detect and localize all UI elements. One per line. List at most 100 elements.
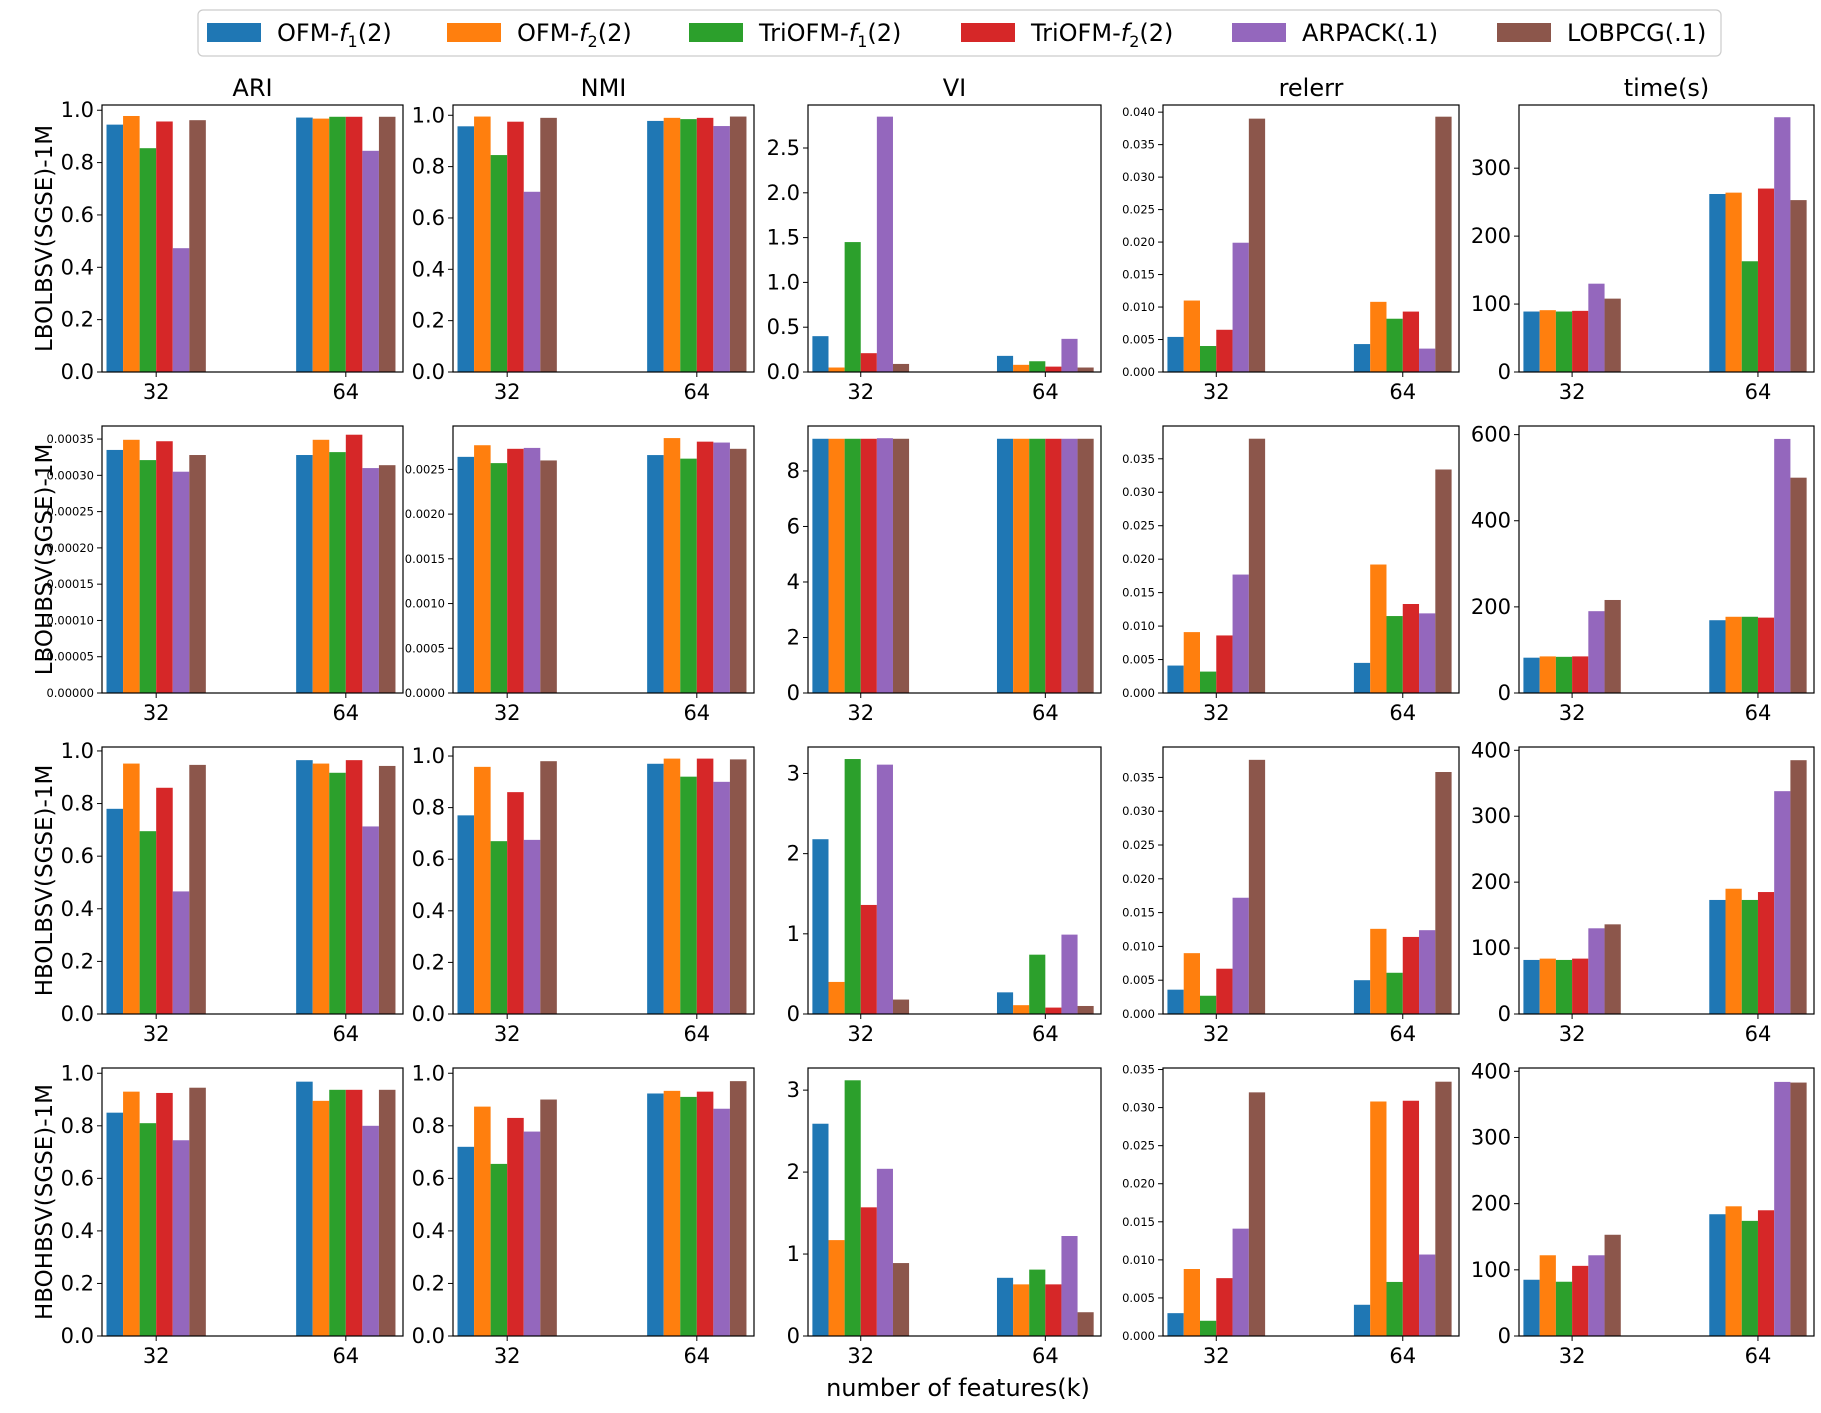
bar-triofm-f1-k32 (490, 463, 508, 693)
bar-ofm-f2-k64 (312, 118, 330, 372)
bar-ofm-f1-k32 (457, 126, 475, 372)
panel-lbolbsv-sgse-1m-ari: 0.0 0.2 0.4 0.6 0.8 1.0 32 64 (61, 98, 404, 404)
bar-ofm-f2-k32 (1183, 953, 1200, 1014)
y-tick-label: 0.0 (61, 1002, 94, 1026)
x-tick-label: 32 (143, 1022, 170, 1046)
bar-arpack-k64 (713, 1108, 730, 1336)
bar-triofm-f2-k32 (507, 121, 524, 372)
panel-hbohbsv-sgse-1m-vi: 0 1 2 3 32 64 (787, 1067, 1102, 1368)
axis-frame (452, 746, 755, 1015)
y-tick-label: 0.0015 (405, 552, 445, 566)
y-tick-label: 0.0025 (405, 462, 445, 476)
bar-arpack-k32 (876, 764, 893, 1014)
bar-triofm-f2-k32 (1572, 1265, 1589, 1336)
bar-triofm-f1-k32 (844, 438, 861, 693)
row-label-hbolbsv-sgse-1m: HBOLBSV(SGSE)-1M (32, 765, 58, 997)
y-tick-label: 1.0 (61, 739, 94, 763)
y-tick-label: 0 (1498, 1324, 1511, 1348)
bar-ofm-f2-k64 (663, 758, 681, 1014)
bar-arpack-k32 (172, 471, 190, 693)
x-tick-label: 64 (1032, 1344, 1059, 1368)
bar-arpack-k32 (523, 839, 541, 1014)
x-tick-label: 32 (1203, 701, 1230, 725)
bar-triofm-f1-k64 (1741, 261, 1758, 372)
bar-triofm-f1-k64 (329, 1089, 346, 1336)
bar-triofm-f2-k64 (1045, 438, 1062, 693)
y-tick-label: 0 (787, 1324, 800, 1348)
bar-ofm-f1-k64 (996, 355, 1014, 372)
bar-lobpcg-k64 (1790, 477, 1807, 693)
bar-arpack-k32 (1232, 242, 1249, 372)
bar-triofm-f2-k32 (860, 438, 877, 693)
y-tick-label: 1.0 (767, 270, 800, 294)
bar-ofm-f1-k32 (457, 1146, 475, 1336)
y-tick-label: 0.010 (1122, 1253, 1155, 1267)
legend-item-triofm-f1: TriOFM-f1(2) (689, 19, 901, 51)
panel-lbolbsv-sgse-1m-vi: 0.0 0.5 1.0 1.5 2.0 2.5 32 64 (767, 104, 1102, 404)
x-tick-label: 64 (1745, 380, 1772, 404)
panel-hbolbsv-sgse-1m-nmi: 0.0 0.2 0.4 0.6 0.8 1.0 32 64 (412, 744, 755, 1046)
bar-triofm-f1-k32 (1200, 346, 1217, 372)
legend-swatch (1497, 23, 1551, 42)
bar-ofm-f2-k32 (1539, 310, 1556, 372)
y-tick-label: 0.0 (412, 1002, 445, 1026)
panel-hbohbsv-sgse-1m-relerr: 0.000 0.005 0.010 0.015 0.020 0.025 0.030 0.035… (1122, 1063, 1460, 1368)
bar-ofm-f2-k64 (312, 763, 330, 1014)
axis-frame (452, 104, 755, 373)
y-tick-label: 0.000 (1122, 1329, 1155, 1343)
y-tick-label: 0.2 (61, 949, 94, 973)
bar-triofm-f2-k64 (345, 434, 363, 693)
y-tick-label: 0.6 (61, 203, 94, 227)
y-tick-label: 0.0005 (405, 641, 445, 655)
legend-label: OFM-f1(2) (277, 19, 392, 51)
panel-lbohbsv-sgse-1m-nmi: 0.0000 0.0005 0.0010 0.0015 0.0020 0.0025 32 64 (405, 425, 755, 725)
bar-triofm-f1-k32 (1555, 959, 1573, 1014)
bar-arpack-k64 (713, 442, 730, 693)
legend-swatch (207, 23, 261, 42)
y-tick-label: 0.010 (1122, 939, 1155, 953)
bar-lobpcg-k64 (1077, 1312, 1094, 1336)
y-tick-label: 0.000 (1122, 1007, 1155, 1021)
x-tick-label: 32 (494, 701, 521, 725)
bar-triofm-f2-k32 (1572, 958, 1589, 1014)
y-tick-label: 0.5 (767, 315, 800, 339)
bar-ofm-f1-k32 (1167, 989, 1184, 1014)
x-tick-label: 32 (143, 701, 170, 725)
y-tick-label: 0.8 (412, 796, 445, 820)
bar-ofm-f1-k32 (106, 808, 124, 1014)
y-tick-label: 1.0 (61, 1061, 94, 1085)
legend-swatch (689, 23, 743, 42)
bar-triofm-f2-k64 (345, 116, 363, 372)
bar-ofm-f2-k32 (123, 439, 140, 693)
y-tick-label: 0.8 (412, 155, 445, 179)
bar-lobpcg-k64 (1077, 367, 1094, 372)
y-tick-label: 0.020 (1122, 235, 1155, 249)
axis-frame (101, 746, 404, 1015)
bar-ofm-f2-k32 (1183, 300, 1200, 372)
bar-lobpcg-k32 (1604, 599, 1621, 693)
y-tick-label: 2 (787, 1160, 800, 1184)
bar-ofm-f2-k64 (663, 1090, 681, 1336)
x-tick-label: 32 (847, 380, 874, 404)
column-title-ari: ARI (232, 74, 272, 102)
legend-swatch (447, 23, 501, 42)
bar-triofm-f1-k32 (1555, 656, 1573, 693)
y-tick-label: 0.000 (1122, 365, 1155, 379)
y-tick-label: 400 (1471, 738, 1511, 762)
bar-lobpcg-k64 (1435, 116, 1452, 372)
panel-hbohbsv-sgse-1m-nmi: 0.0 0.2 0.4 0.6 0.8 1.0 32 64 (412, 1061, 755, 1368)
bar-triofm-f1-k64 (1386, 972, 1403, 1014)
y-tick-label: 0 (787, 1002, 800, 1026)
y-tick-label: 300 (1471, 1125, 1511, 1149)
bar-lobpcg-k32 (189, 764, 206, 1014)
y-tick-label: 0.010 (1122, 619, 1155, 633)
bar-arpack-k32 (876, 1168, 893, 1336)
y-tick-label: 0 (1498, 681, 1511, 705)
y-tick-label: 1.0 (412, 103, 445, 127)
x-tick-label: 32 (494, 380, 521, 404)
bar-lobpcg-k32 (189, 1087, 206, 1336)
bar-triofm-f2-k32 (1216, 329, 1233, 372)
bar-ofm-f2-k32 (1183, 1269, 1200, 1336)
bar-ofm-f1-k32 (1523, 657, 1540, 693)
bar-ofm-f1-k64 (296, 455, 313, 693)
